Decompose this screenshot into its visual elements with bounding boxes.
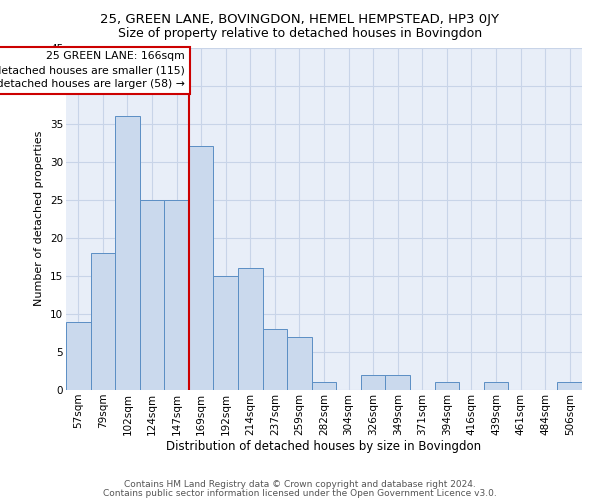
Bar [484, 382, 508, 390]
Bar [263, 329, 287, 390]
Bar [214, 276, 238, 390]
Bar [115, 116, 140, 390]
Bar [434, 382, 459, 390]
Text: Contains HM Land Registry data © Crown copyright and database right 2024.: Contains HM Land Registry data © Crown c… [124, 480, 476, 489]
Bar [287, 336, 312, 390]
Bar [385, 375, 410, 390]
Bar [361, 375, 385, 390]
Text: Size of property relative to detached houses in Bovingdon: Size of property relative to detached ho… [118, 28, 482, 40]
Bar [238, 268, 263, 390]
Bar [140, 200, 164, 390]
Bar [91, 253, 115, 390]
Bar [189, 146, 214, 390]
Text: 25, GREEN LANE, BOVINGDON, HEMEL HEMPSTEAD, HP3 0JY: 25, GREEN LANE, BOVINGDON, HEMEL HEMPSTE… [101, 12, 499, 26]
Y-axis label: Number of detached properties: Number of detached properties [34, 131, 44, 306]
Bar [66, 322, 91, 390]
Bar [312, 382, 336, 390]
Bar [164, 200, 189, 390]
Text: 25 GREEN LANE: 166sqm
← 66% of detached houses are smaller (115)
33% of semi-det: 25 GREEN LANE: 166sqm ← 66% of detached … [0, 52, 185, 90]
Bar [557, 382, 582, 390]
X-axis label: Distribution of detached houses by size in Bovingdon: Distribution of detached houses by size … [166, 440, 482, 454]
Text: Contains public sector information licensed under the Open Government Licence v3: Contains public sector information licen… [103, 489, 497, 498]
